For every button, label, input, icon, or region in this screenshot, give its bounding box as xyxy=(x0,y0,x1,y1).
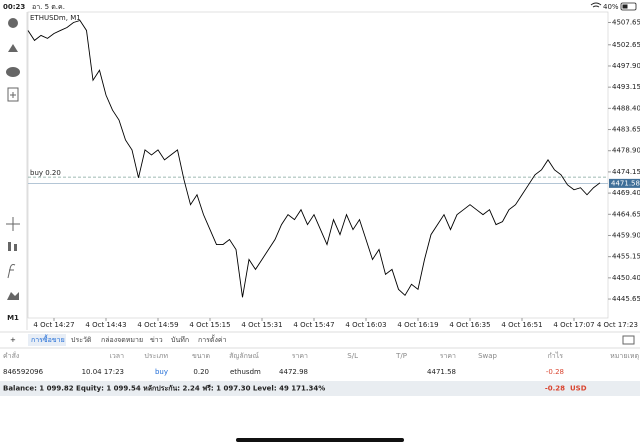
x-tick-label: 4 Oct 14:27 xyxy=(33,321,74,329)
account-icon[interactable] xyxy=(8,18,18,28)
column-header: กำไร xyxy=(548,351,564,360)
current-price: 4471.58 xyxy=(427,368,456,376)
buy-level-label: buy 0.20 xyxy=(30,169,61,177)
tab[interactable]: ประวัติ xyxy=(71,336,92,344)
objects-icon[interactable] xyxy=(7,292,19,300)
indicator-icon[interactable] xyxy=(7,264,16,279)
x-tick-label: 4 Oct 14:59 xyxy=(137,321,178,329)
x-tick-label: 4 Oct 14:43 xyxy=(85,321,126,329)
layout-icon[interactable] xyxy=(622,335,635,345)
y-tick-label: 4497.90 xyxy=(612,62,640,70)
y-tick-label: 4450.40 xyxy=(612,274,640,282)
price-box xyxy=(609,178,640,188)
column-header: Swap xyxy=(478,352,497,360)
x-tick-label: 4 Oct 16:51 xyxy=(501,321,542,329)
summary-bar xyxy=(0,381,640,396)
x-tick-label: 4 Oct 17:07 xyxy=(553,321,594,329)
battery-fill xyxy=(622,4,628,9)
order-symbol: ethusdm xyxy=(230,368,261,376)
x-tick-label: 4 Oct 15:47 xyxy=(293,321,334,329)
currency: USD xyxy=(570,385,587,393)
x-tick-label: 4 Oct 16:03 xyxy=(345,321,386,329)
new-order-plus xyxy=(10,92,16,98)
candles-icon[interactable] xyxy=(8,242,11,251)
left-toolbar: M1 xyxy=(6,18,20,322)
open-price: 4472.98 xyxy=(279,368,308,376)
x-tick-label: 4 Oct 15:31 xyxy=(241,321,282,329)
tab[interactable]: การซื้อขาย xyxy=(31,333,65,344)
order-type: buy xyxy=(155,368,168,376)
y-tick-label: 4445.65 xyxy=(612,295,640,303)
plot: 4507.65 4502.65 4497.90 4493.15 4488.40 4483.… xyxy=(27,18,640,329)
table-row[interactable]: 846592096 10.04 17:23 buy 0.20 ethusdm 4… xyxy=(3,368,564,376)
x-tick-label: 4 Oct 15:15 xyxy=(189,321,230,329)
quotes-icon[interactable] xyxy=(8,44,18,52)
y-tick-label: 4469.40 xyxy=(612,189,640,197)
y-tick-label: 4502.65 xyxy=(612,41,640,49)
candles-icon-b xyxy=(14,244,17,251)
new-order-icon[interactable] xyxy=(7,87,19,102)
column-header: เวลา xyxy=(109,352,124,360)
timeframe-button[interactable]: M1 xyxy=(7,314,19,322)
chart-title: ETHUSDm, M1 xyxy=(30,14,81,22)
battery-icon xyxy=(620,2,637,11)
x-tick-label: 4 Oct 17:23 xyxy=(597,321,638,329)
price-box-label: 4471.58 xyxy=(611,179,640,187)
y-tick-label: 4488.40 xyxy=(612,104,640,112)
battery-level: 40% xyxy=(603,3,619,11)
column-header: T/P xyxy=(395,352,407,360)
price-line-series xyxy=(27,19,601,298)
active-tab-bg xyxy=(28,334,66,346)
chat-icon[interactable] xyxy=(6,67,20,77)
x-tick-label: 4 Oct 16:35 xyxy=(449,321,490,329)
column-header: สัญลักษณ์ xyxy=(229,352,259,360)
order-time: 10.04 17:23 xyxy=(82,368,124,376)
crosshair-icon[interactable] xyxy=(6,217,20,231)
x-tick-label: 4 Oct 16:19 xyxy=(397,321,438,329)
table-header: คำสั่ง เวลา ประเภท ขนาด สัญลักษณ์ ราคา S/L T/P ร… xyxy=(3,351,639,360)
column-header: คำสั่ง xyxy=(3,351,19,360)
y-tick-label: 4493.15 xyxy=(612,83,640,91)
clock: 00:23 xyxy=(3,3,25,11)
home-indicator xyxy=(236,438,404,442)
order-id: 846592096 xyxy=(3,368,44,376)
column-header: ราคา xyxy=(440,352,456,360)
plot-frame xyxy=(27,11,609,319)
y-tick-label: 4455.15 xyxy=(612,253,640,261)
tab[interactable]: บันทึก xyxy=(171,335,189,344)
total-profit: -0.28 xyxy=(545,385,565,393)
column-header: หมายเหตุ xyxy=(610,352,639,360)
tabs: การซื้อขาย ประวัติ กล่องจดหมาย ข่าว บันทึก กา… xyxy=(31,333,227,344)
column-header: ราคา xyxy=(292,352,308,360)
y-tick-label: 4507.65 xyxy=(612,18,640,26)
date: อา. 5 ต.ค. xyxy=(32,3,65,11)
tab[interactable]: ข่าว xyxy=(150,336,163,344)
column-header: ประเภท xyxy=(144,352,168,360)
y-tick-label: 4459.90 xyxy=(612,231,640,239)
tab[interactable]: กล่องจดหมาย xyxy=(101,336,143,344)
order-profit: -0.28 xyxy=(546,368,564,376)
order-volume: 0.20 xyxy=(193,368,209,376)
y-tick-label: 4474.15 xyxy=(612,168,640,176)
column-header: ขนาด xyxy=(192,352,210,360)
y-tick-label: 4478.90 xyxy=(612,147,640,155)
y-tick-label: 4483.65 xyxy=(612,126,640,134)
account-summary: Balance: 1 099.82 Equity: 1 099.54 หลักป… xyxy=(3,385,325,393)
wifi-icon xyxy=(590,2,602,8)
add-button[interactable]: + xyxy=(10,336,16,344)
y-tick-label: 4464.65 xyxy=(612,210,640,218)
column-header: S/L xyxy=(347,352,358,360)
tab[interactable]: การตั้งค่า xyxy=(198,333,227,344)
